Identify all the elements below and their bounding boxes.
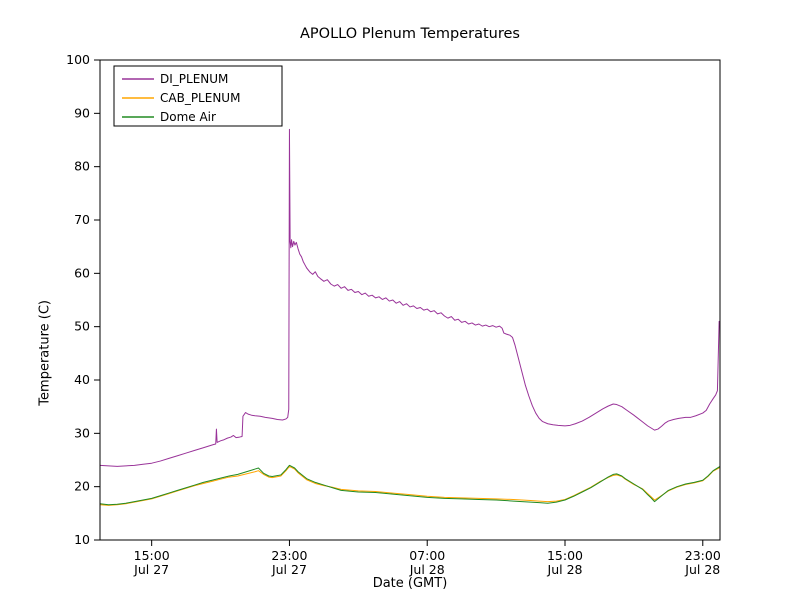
y-tick-label: 70 bbox=[74, 212, 90, 227]
x-tick-label-time: 15:00 bbox=[134, 548, 170, 563]
legend: DI_PLENUM CAB_PLENUM Dome Air bbox=[113, 65, 283, 127]
y-tick-label: 90 bbox=[74, 105, 90, 120]
y-axis-label-text: Temperature (C) bbox=[37, 299, 52, 406]
x-tick-label-time: 23:00 bbox=[271, 548, 307, 563]
x-tick-label-date: Jul 28 bbox=[547, 562, 583, 577]
x-tick-label-time: 23:00 bbox=[685, 548, 721, 563]
y-tick-label: 30 bbox=[74, 425, 90, 440]
y-tick-label: 10 bbox=[74, 532, 90, 547]
x-axis-label: Date (GMT) bbox=[372, 576, 448, 591]
y-tick-label: 20 bbox=[74, 479, 90, 494]
chart-title: APOLLO Plenum Temperatures bbox=[300, 26, 520, 42]
y-tick-label: 100 bbox=[66, 52, 90, 67]
series-line-dome-air bbox=[99, 464, 721, 506]
plot-border bbox=[99, 59, 721, 541]
legend-item-label: CAB_PLENUM bbox=[160, 91, 240, 105]
y-tick-label: 40 bbox=[74, 372, 90, 387]
legend-box bbox=[113, 65, 283, 127]
x-tick-label-date: Jul 27 bbox=[271, 562, 307, 577]
legend-item-label: DI_PLENUM bbox=[160, 72, 228, 86]
y-tick-label: 60 bbox=[74, 265, 90, 280]
y-tick-label: 50 bbox=[74, 319, 90, 334]
x-tick-label-date: Jul 28 bbox=[684, 562, 720, 577]
x-tick-label-date: Jul 27 bbox=[133, 562, 169, 577]
x-tick-label-time: 07:00 bbox=[409, 548, 445, 563]
series-line-di-plenum bbox=[99, 128, 720, 467]
legend-item-label: Dome Air bbox=[160, 110, 216, 124]
x-tick-label-date: Jul 28 bbox=[409, 562, 445, 577]
x-tick-label-time: 15:00 bbox=[547, 548, 583, 563]
y-tick-label: 80 bbox=[74, 159, 90, 174]
